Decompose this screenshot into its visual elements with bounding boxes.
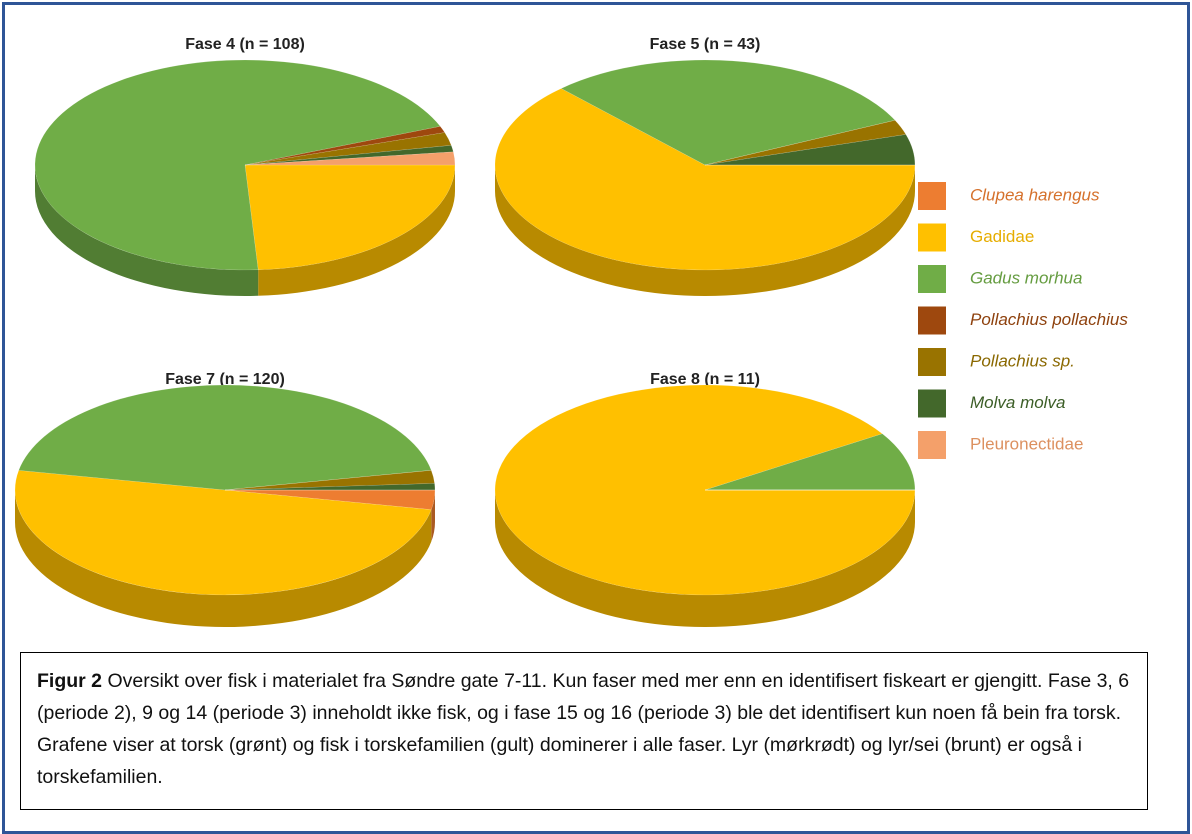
pie-side: [15, 490, 432, 628]
caption-text: Oversikt over fisk i materialet fra Sønd…: [37, 670, 1130, 788]
legend-label: Gadidae: [970, 227, 1034, 246]
pie-title: Fase 8 (n = 11): [650, 371, 760, 388]
pie-slice: [18, 384, 432, 491]
pie-title: Fase 4 (n = 108): [185, 36, 305, 53]
pie-slice: [34, 59, 441, 271]
pie-slice: [244, 164, 456, 271]
legend-swatch: [918, 306, 946, 335]
legend-swatch: [918, 431, 946, 459]
pie-side: [431, 490, 435, 542]
pie-title: Fase 5 (n = 43): [650, 36, 761, 53]
caption: Figur 2 Oversikt over fisk i materialet …: [20, 652, 1148, 810]
pie-title: Fase 7 (n = 120): [165, 371, 285, 388]
legend-label: Gadus morhua: [970, 268, 1082, 287]
pie-slice: [494, 384, 916, 596]
pie-slice: [224, 489, 436, 510]
legend-label: Pleuronectidae: [970, 434, 1083, 453]
pie-slice: [224, 483, 436, 491]
pie-side: [495, 490, 915, 627]
legend-swatch: [918, 265, 946, 293]
legend-swatch: [918, 182, 946, 210]
pie-slice: [244, 151, 456, 166]
pie-slice: [560, 59, 896, 166]
pie-slice: [224, 470, 435, 491]
pie-slice: [494, 88, 916, 271]
pie-slice: [14, 470, 432, 596]
legend-swatch: [918, 223, 946, 252]
pie-slice: [704, 134, 916, 166]
legend-swatch: [918, 348, 946, 376]
pie-slice: [704, 433, 916, 491]
pie-slice: [244, 132, 452, 166]
pie-side: [258, 165, 455, 296]
pie-slice: [244, 145, 454, 166]
legend-label: Pollachius sp.: [970, 351, 1075, 370]
legend-label: Pollachius pollachius: [970, 310, 1128, 329]
pie-side: [35, 165, 259, 296]
legend-label: Molva molva: [970, 393, 1065, 412]
pie-slice: [244, 126, 446, 166]
caption-label: Figur 2: [37, 670, 103, 692]
pie-side: [495, 165, 915, 296]
pie-slice: [704, 120, 907, 166]
legend-label: Clupea harengus: [970, 185, 1100, 204]
legend-swatch: [918, 389, 946, 418]
